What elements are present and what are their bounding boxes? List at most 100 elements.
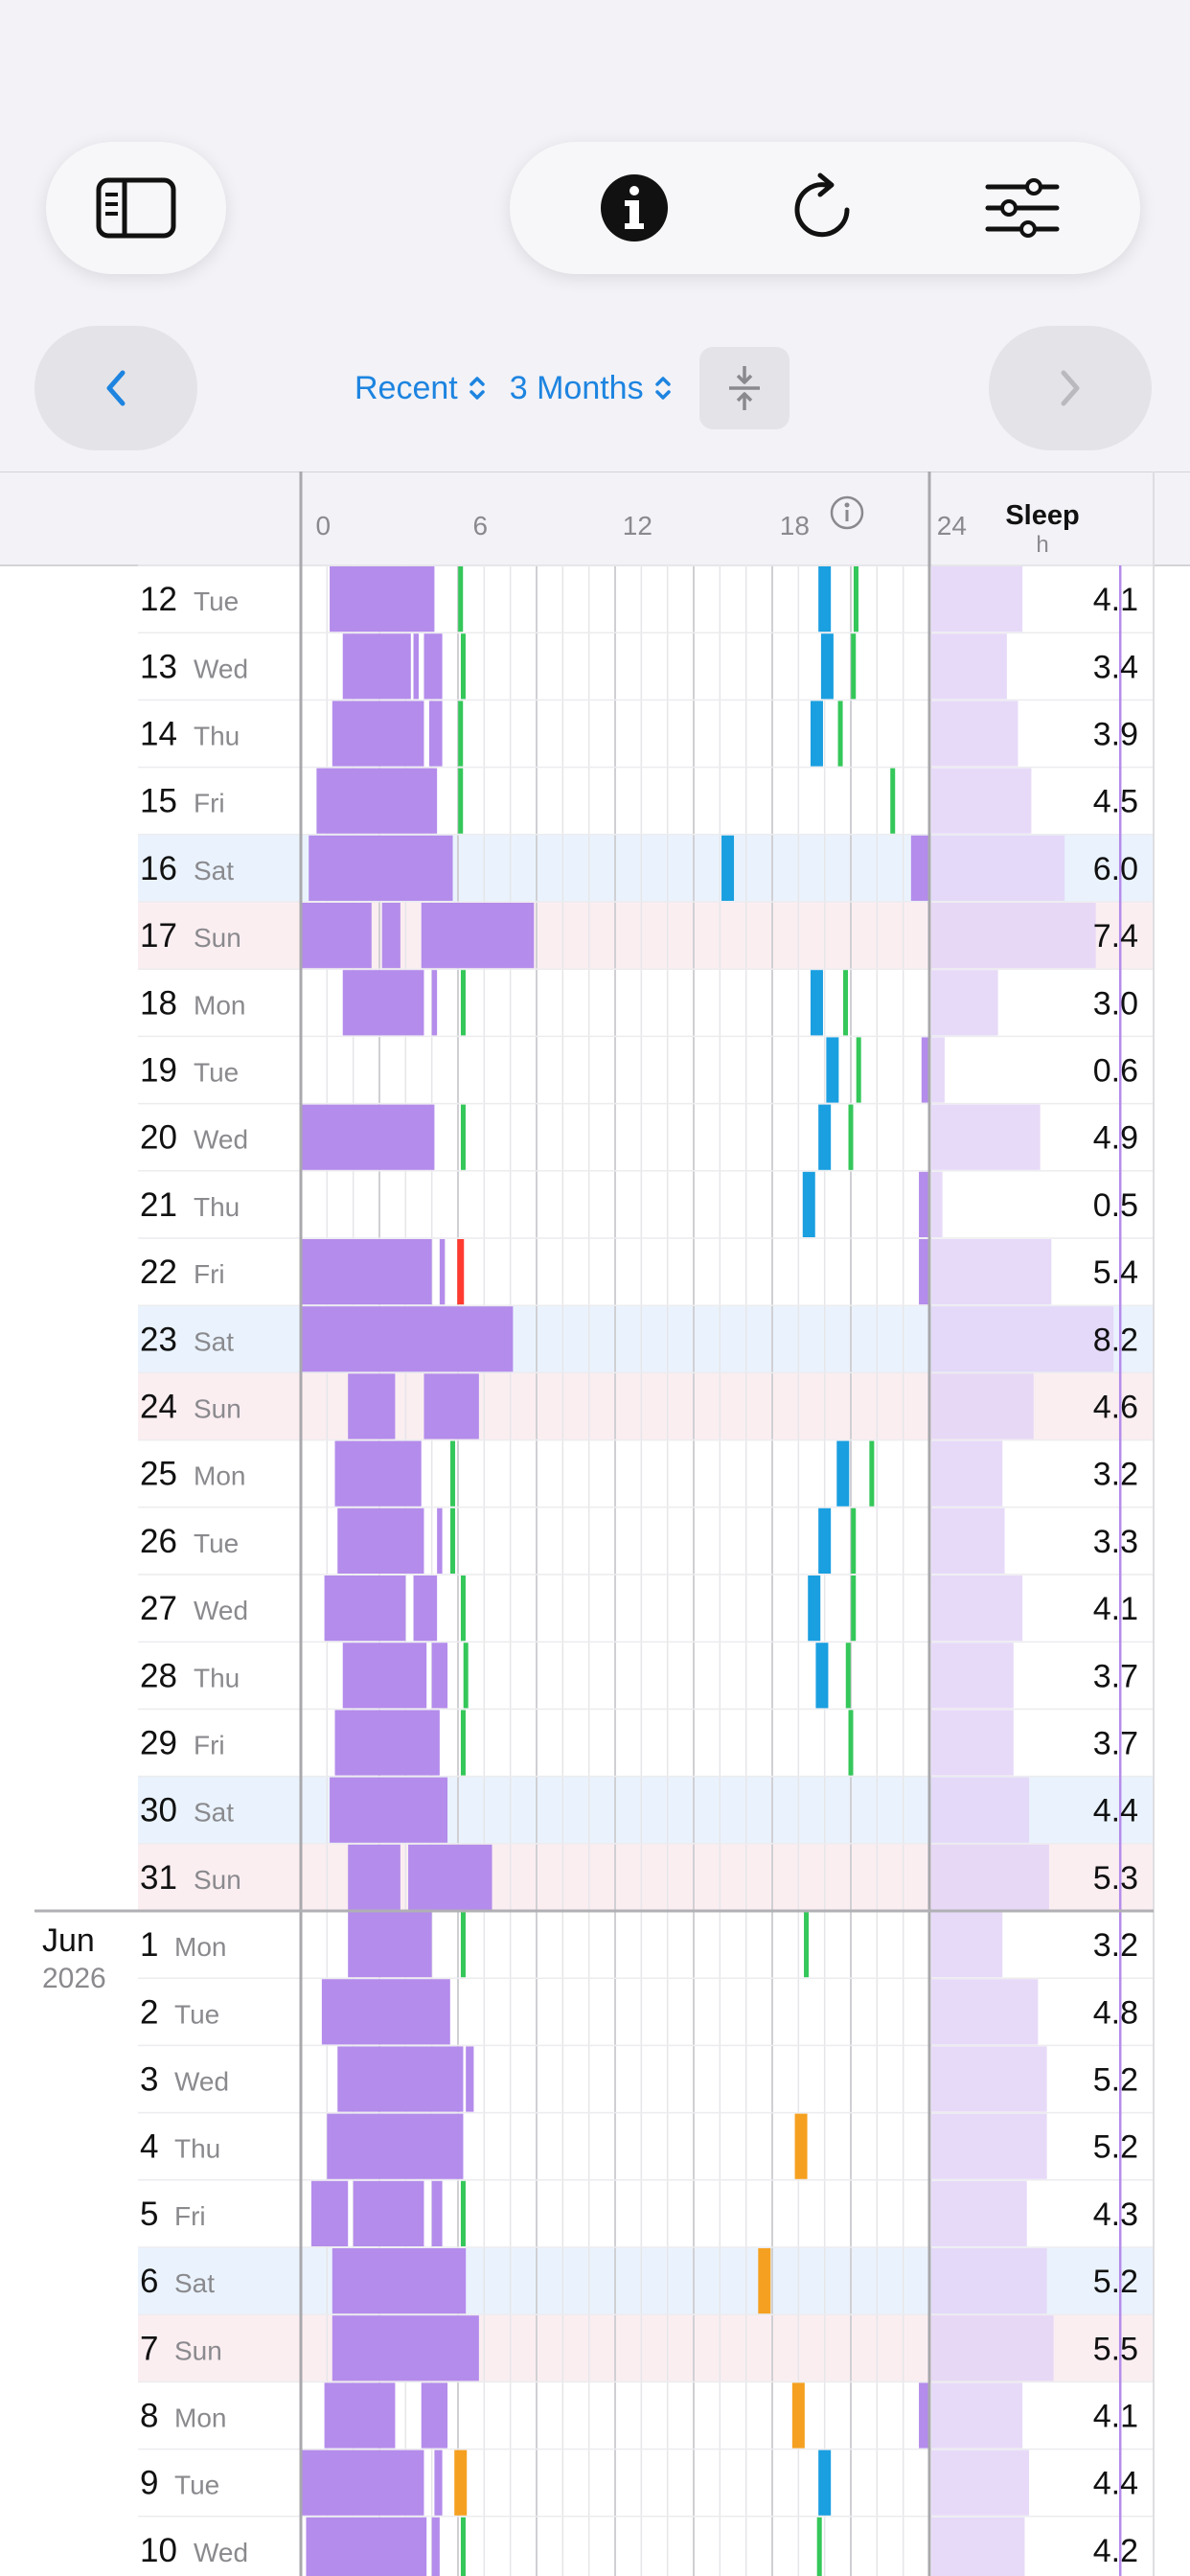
orange-event-mark [794,2113,808,2179]
sleep-block [321,1979,450,2045]
sleep-total-bar [931,835,1065,901]
sleep-block [342,633,411,700]
sleep-hours-value: 5.5 [1093,2331,1138,2367]
green-event-mark [869,1440,875,1506]
day-number: 26 [140,1523,177,1560]
x-tick-label: 18 [780,511,810,540]
weekday-label: Sat [194,1326,234,1356]
green-event-mark [851,633,857,700]
info-stem [845,510,849,521]
day-number: 30 [140,1792,177,1829]
sleep-total-bar [931,1239,1052,1305]
sleep-block [309,835,453,901]
day-number: 24 [140,1389,177,1426]
x-tick-label: 0 [316,511,332,540]
sleep-total-bar [931,2382,1023,2449]
sleep-block [919,2382,929,2449]
green-event-mark [890,768,896,834]
sleep-block [466,2046,474,2112]
sleep-total-bar [931,1037,945,1103]
sleep-hours-value: 4.5 [1093,784,1138,820]
info-button[interactable] [567,142,701,274]
sleep-hours-value: 4.4 [1093,2466,1138,2502]
sleep-total-bar [931,2315,1054,2381]
sleep-block [330,1777,448,1843]
weekday-label: Sun [194,1865,241,1895]
period-selector[interactable]: 3 Months [510,370,673,407]
range-selector[interactable]: Recent [355,370,487,407]
blue-event-mark [820,633,834,700]
day-number: 16 [140,850,177,887]
sleep-hours-value: 4.1 [1093,1591,1138,1627]
sleep-total-bar [931,701,1018,767]
sleep-hours-value: 3.7 [1093,1658,1138,1694]
green-event-mark [460,1912,466,1978]
sleep-block [337,2046,464,2112]
info-icon [601,174,668,242]
weekday-label: Wed [174,2067,229,2097]
chart-info-icon [830,495,864,530]
compress-button[interactable] [698,347,790,429]
sleep-total-bar [931,1912,1003,1978]
sleep-block [428,701,443,767]
sleep-total-bar [931,2248,1047,2314]
settings-button[interactable] [955,142,1089,274]
weekday-label: Sun [194,923,241,953]
green-event-mark [856,1037,861,1103]
day-number: 31 [140,1859,177,1897]
weekday-label: Mon [174,1932,226,1962]
sleep-total-bar [931,1440,1003,1506]
next-period-button[interactable] [989,326,1152,450]
day-number: 18 [140,984,177,1022]
sleep-hours-value: 3.7 [1093,1726,1138,1762]
blue-event-mark [818,1104,832,1170]
weekday-label: Wed [194,2538,248,2567]
green-event-mark [843,970,849,1036]
green-event-mark [851,1507,857,1574]
sleep-block [423,633,443,700]
blue-event-mark [818,566,832,632]
day-number: 14 [140,716,177,753]
day-number: 3 [140,2061,158,2099]
blue-event-mark [810,701,823,767]
sleep-total-bar [931,1643,1014,1709]
green-event-mark [458,566,464,632]
sleep-total-bar [931,1979,1039,2045]
previous-period-button[interactable] [34,326,197,450]
day-number: 7 [140,2330,158,2367]
sleep-hours-value: 8.2 [1093,1322,1138,1358]
sleep-hours-value: 4.2 [1093,2533,1138,2569]
day-number: 29 [140,1725,177,1762]
sleep-block [332,701,424,767]
sleep-block [437,1507,443,1574]
weekday-label: Fri [174,2201,206,2231]
sleep-block [332,2315,479,2381]
chart-header [0,472,1190,565]
sleep-hours-value: 5.2 [1093,2062,1138,2099]
green-event-mark [837,701,843,767]
refresh-button[interactable] [759,142,893,274]
sleep-block [423,1373,479,1439]
green-event-mark [460,1576,466,1642]
sleep-block [310,2180,349,2246]
blue-event-mark [815,1643,829,1709]
sleep-block [431,2180,443,2246]
sidebar-toggle-button[interactable] [46,142,226,274]
weekday-label: Thu [174,2134,220,2164]
sleep-block [301,1239,432,1305]
green-event-mark [845,1643,851,1709]
sleep-hours-value: 4.9 [1093,1120,1138,1157]
day-number: 22 [140,1254,177,1291]
sleep-hours-value: 5.3 [1093,1860,1138,1897]
green-event-mark [460,1710,466,1776]
blue-event-mark [802,1171,815,1237]
sleep-total-bar [931,1576,1023,1642]
weekday-label: Fri [194,789,225,818]
weekday-label: Fri [194,1731,225,1760]
sleep-block [348,1373,396,1439]
day-number: 10 [140,2532,177,2569]
sleep-total-bar [931,1777,1030,1843]
day-number: 27 [140,1590,177,1627]
day-number: 28 [140,1657,177,1694]
sliders-icon [985,178,1060,238]
